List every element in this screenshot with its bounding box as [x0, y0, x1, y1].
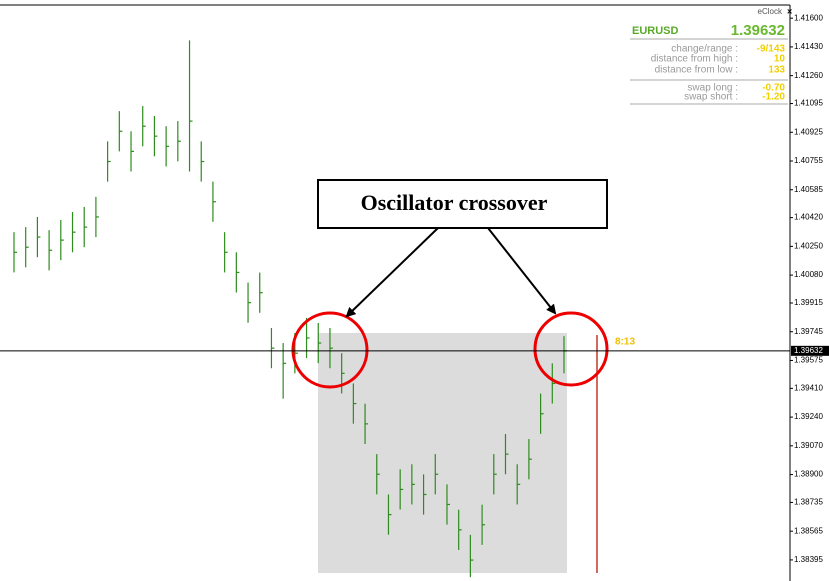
y-tick-label: 1.41600 — [794, 13, 823, 22]
y-tick-label: 1.39575 — [794, 356, 823, 365]
arrow — [345, 227, 439, 318]
y-tick-label: 1.41095 — [794, 99, 823, 108]
symbol: EURUSD — [632, 25, 679, 37]
panel-value: 10 — [774, 54, 786, 65]
price-tag-label: 1.39632 — [794, 346, 823, 355]
y-tick-label: 1.38565 — [794, 526, 823, 535]
bars — [13, 40, 567, 578]
y-tick-label: 1.40250 — [794, 241, 823, 250]
y-tick-label: 1.40080 — [794, 270, 823, 279]
y-tick-label: 1.39070 — [794, 441, 823, 450]
arrow — [487, 227, 557, 315]
panel-label: distance from high : — [651, 54, 738, 65]
close-icon[interactable]: × — [787, 6, 792, 16]
price-tag — [791, 345, 829, 356]
y-tick-label: 1.38735 — [794, 498, 823, 507]
highlight-circle — [533, 311, 609, 387]
y-tick-label: 1.40585 — [794, 185, 823, 194]
y-tick-label: 1.38395 — [794, 555, 823, 564]
y-tick-label: 1.39745 — [794, 327, 823, 336]
panel-label: swap long : — [687, 83, 738, 94]
panel-title: eClock — [758, 7, 783, 16]
y-tick-label: 1.38900 — [794, 470, 823, 479]
bid-price: 1.39632 — [731, 22, 785, 39]
y-tick-label: 1.39410 — [794, 383, 823, 392]
panel-value: -0.70 — [762, 83, 785, 94]
countdown: 8:13 — [615, 337, 635, 348]
y-tick-label: 1.40755 — [794, 156, 823, 165]
panel-value: -9/143 — [757, 44, 786, 55]
panel-label: change/range : — [671, 44, 738, 55]
annotation-text: Oscillator crossover — [361, 190, 548, 215]
y-tick-label: 1.41260 — [794, 71, 823, 80]
y-tick-label: 1.40925 — [794, 127, 823, 136]
panel-label: distance from low : — [655, 65, 738, 76]
y-tick-label: 1.41430 — [794, 42, 823, 51]
panel-value: 133 — [768, 65, 785, 76]
y-tick-label: 1.40420 — [794, 213, 823, 222]
y-tick-label: 1.39915 — [794, 298, 823, 307]
annotation-box — [317, 179, 608, 229]
panel-label: swap short : — [684, 92, 738, 103]
y-tick-label: 1.39240 — [794, 412, 823, 421]
highlight-circle — [291, 311, 369, 389]
panel-value: -1.20 — [762, 92, 785, 103]
highlight-region — [318, 333, 567, 573]
info-panel: eClock × EURUSD 1.39632 change/range : -9… — [630, 6, 792, 105]
